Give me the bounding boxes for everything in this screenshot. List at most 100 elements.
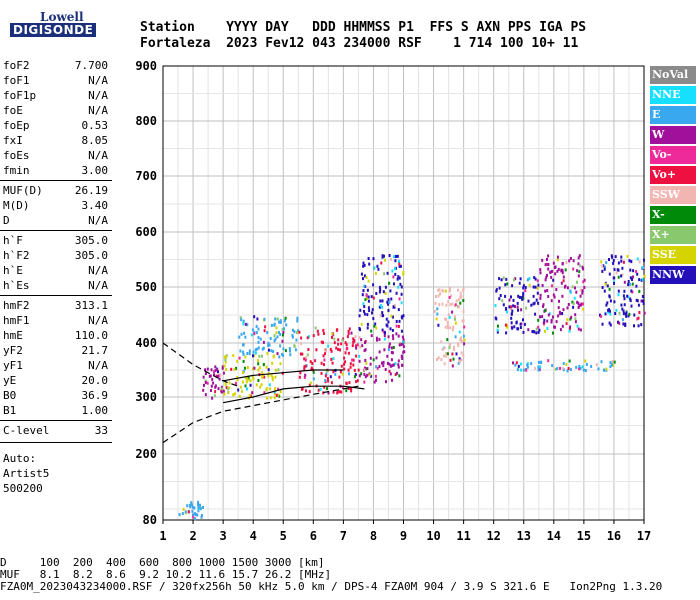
echo-mark	[178, 513, 181, 517]
echo-mark	[353, 368, 356, 372]
param-name: foEp	[3, 119, 30, 132]
echo-mark	[275, 393, 278, 397]
echo-mark	[363, 263, 366, 267]
echo-mark	[379, 288, 382, 292]
echo-mark	[496, 328, 499, 332]
echo-mark	[239, 316, 242, 320]
param-row: M(D) 3.40	[0, 198, 112, 213]
echo-mark	[263, 317, 266, 321]
echo-mark	[337, 338, 340, 342]
echo-mark	[400, 315, 403, 319]
echo-mark	[613, 360, 616, 364]
echo-mark	[222, 389, 225, 393]
echo-mark	[601, 286, 604, 289]
echo-mark	[612, 276, 615, 280]
echo-mark	[577, 327, 580, 331]
echo-mark	[274, 368, 277, 372]
param-name: D	[3, 214, 10, 227]
echo-mark	[191, 505, 194, 509]
echo-mark	[392, 305, 395, 309]
echo-mark	[201, 513, 203, 517]
echo-mark	[371, 308, 374, 312]
echo-mark	[394, 272, 397, 276]
echo-mark	[448, 346, 451, 350]
echo-mark	[391, 329, 394, 332]
legend-item-e: E	[650, 106, 696, 124]
echo-mark	[296, 316, 299, 320]
param-value: 3.00	[81, 164, 109, 177]
echo-mark	[343, 356, 346, 360]
echo-mark	[252, 377, 255, 381]
echo-mark	[233, 368, 236, 372]
echo-mark	[607, 308, 610, 312]
param-row: hmF2 313.1	[0, 298, 112, 313]
echo-mark	[627, 295, 630, 299]
echo-mark	[451, 302, 454, 306]
echo-mark	[355, 354, 358, 358]
echo-mark	[608, 287, 611, 291]
echo-mark	[217, 387, 220, 391]
echo-mark	[568, 359, 571, 363]
echo-mark	[570, 315, 573, 319]
echo-mark	[370, 329, 373, 333]
echo-mark	[353, 375, 356, 379]
echo-mark	[284, 349, 287, 353]
echo-mark	[643, 311, 646, 315]
echo-mark	[546, 327, 549, 330]
echo-mark	[443, 362, 446, 366]
echo-mark	[631, 290, 634, 294]
echo-mark	[526, 278, 529, 282]
echo-mark	[535, 331, 538, 335]
echo-mark	[242, 319, 245, 323]
echo-mark	[372, 257, 375, 261]
echo-mark	[400, 354, 403, 358]
echo-mark	[597, 367, 600, 371]
separator	[0, 180, 112, 181]
echo-mark	[343, 362, 346, 366]
separator	[0, 442, 112, 443]
echo-mark	[223, 355, 226, 359]
echo-mark	[539, 365, 542, 369]
echo-mark	[435, 295, 437, 298]
param-name: hmF1	[3, 314, 30, 327]
echo-mark	[505, 277, 508, 281]
echo-mark	[526, 365, 529, 369]
echo-mark	[542, 303, 545, 307]
echo-mark	[368, 262, 371, 266]
echo-mark	[299, 352, 302, 356]
echo-mark	[369, 356, 372, 360]
echo-mark	[541, 284, 544, 287]
echo-mark	[225, 355, 227, 359]
echo-mark	[585, 362, 588, 366]
echo-mark	[537, 318, 540, 322]
echo-mark	[632, 275, 634, 279]
echo-mark	[460, 351, 463, 355]
echo-mark	[365, 294, 368, 298]
echo-mark	[330, 357, 333, 361]
echo-mark	[519, 362, 522, 366]
echo-mark	[638, 289, 641, 293]
echo-mark	[534, 312, 537, 316]
echo-mark	[563, 285, 566, 289]
echo-mark	[376, 338, 378, 342]
echo-mark	[278, 320, 281, 324]
echo-mark	[251, 367, 254, 371]
echo-mark	[243, 331, 246, 335]
echo-mark	[298, 330, 301, 334]
echo-mark	[367, 279, 370, 283]
echo-mark	[268, 343, 271, 347]
echo-mark	[437, 323, 440, 327]
echo-mark	[608, 294, 611, 298]
echo-mark	[557, 306, 560, 310]
echo-mark	[291, 328, 294, 332]
echo-mark	[516, 368, 519, 372]
echo-mark	[367, 306, 370, 310]
echo-mark	[608, 272, 611, 276]
echo-mark	[641, 266, 644, 270]
echo-mark	[333, 341, 336, 345]
echo-mark	[390, 257, 392, 261]
echo-mark	[224, 381, 227, 385]
echo-mark	[348, 372, 350, 376]
param-value: 20.0	[81, 374, 109, 387]
echo-mark	[582, 280, 585, 284]
